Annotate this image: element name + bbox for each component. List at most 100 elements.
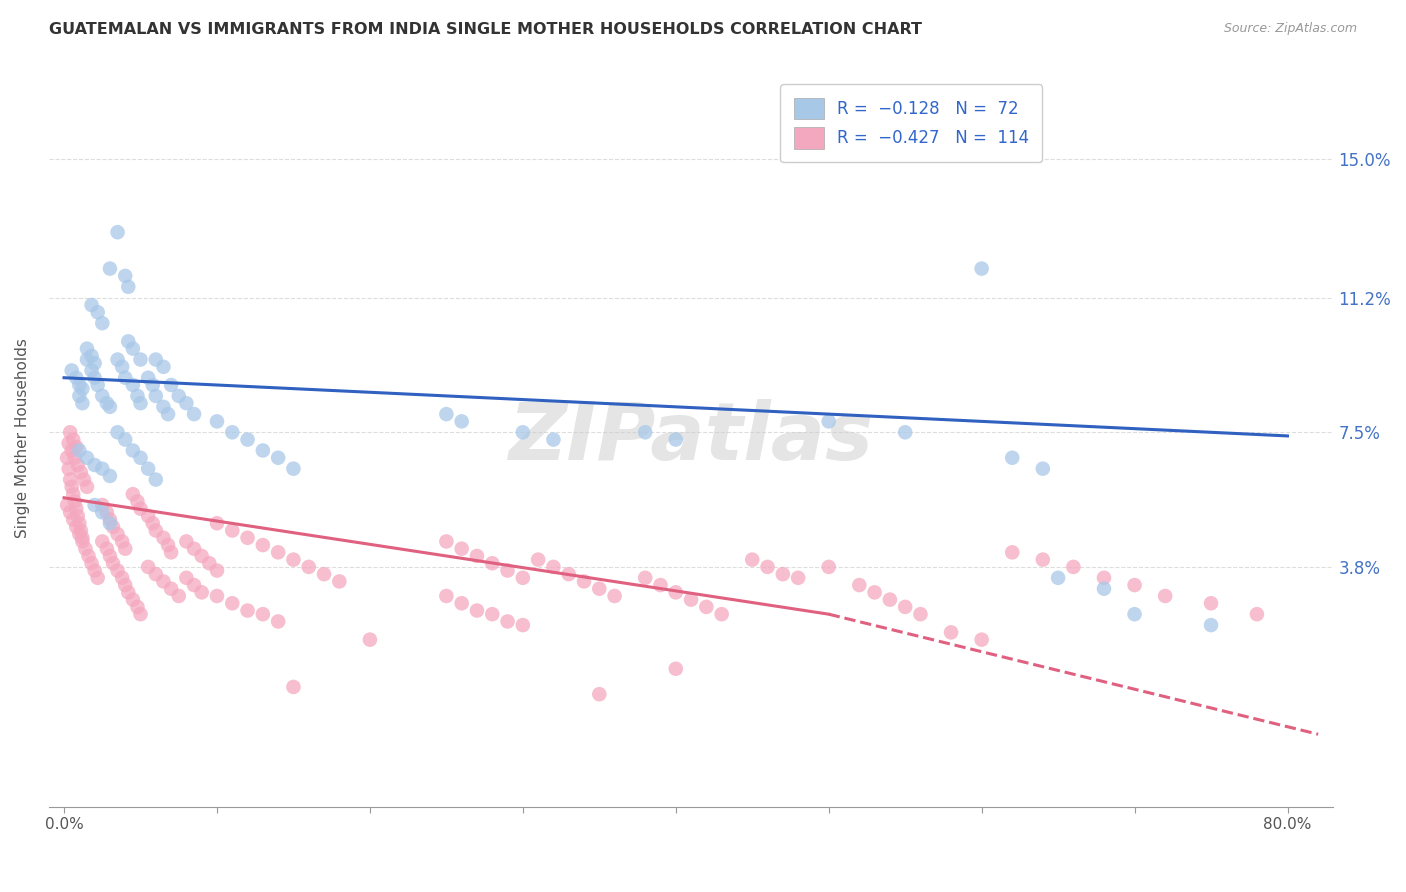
Point bbox=[76, 480, 98, 494]
Point bbox=[1001, 450, 1024, 465]
Point bbox=[83, 370, 105, 384]
Point bbox=[1047, 571, 1070, 585]
Point bbox=[198, 556, 221, 570]
Point bbox=[160, 378, 183, 392]
Point bbox=[136, 370, 159, 384]
Point bbox=[136, 461, 159, 475]
Point bbox=[114, 370, 136, 384]
Point bbox=[298, 560, 321, 574]
Point bbox=[152, 531, 174, 545]
Point bbox=[58, 461, 80, 475]
Point bbox=[252, 443, 274, 458]
Point bbox=[101, 520, 124, 534]
Point bbox=[450, 414, 472, 428]
Point bbox=[1032, 552, 1054, 566]
Point bbox=[434, 589, 457, 603]
Point bbox=[107, 352, 129, 367]
Point bbox=[496, 564, 519, 578]
Point bbox=[86, 305, 108, 319]
Point bbox=[434, 534, 457, 549]
Point bbox=[67, 378, 90, 392]
Point bbox=[152, 400, 174, 414]
Point bbox=[160, 545, 183, 559]
Point bbox=[56, 450, 79, 465]
Point bbox=[101, 556, 124, 570]
Point bbox=[65, 440, 87, 454]
Point bbox=[496, 615, 519, 629]
Point bbox=[970, 261, 993, 276]
Point bbox=[145, 473, 167, 487]
Point bbox=[60, 480, 83, 494]
Point bbox=[741, 552, 763, 566]
Point bbox=[1154, 589, 1177, 603]
Point bbox=[77, 549, 100, 563]
Point bbox=[111, 359, 134, 374]
Point bbox=[152, 359, 174, 374]
Point bbox=[73, 473, 96, 487]
Point bbox=[543, 433, 565, 447]
Point bbox=[91, 461, 114, 475]
Point bbox=[205, 516, 228, 531]
Point bbox=[221, 596, 243, 610]
Point bbox=[76, 450, 98, 465]
Point bbox=[267, 545, 290, 559]
Point bbox=[70, 524, 93, 538]
Point bbox=[283, 680, 305, 694]
Text: ZIPatlas: ZIPatlas bbox=[509, 399, 873, 476]
Point bbox=[129, 396, 152, 410]
Point bbox=[66, 508, 89, 523]
Point bbox=[114, 268, 136, 283]
Point bbox=[91, 534, 114, 549]
Point bbox=[176, 571, 198, 585]
Point bbox=[152, 574, 174, 589]
Point bbox=[145, 352, 167, 367]
Point bbox=[67, 527, 90, 541]
Point bbox=[59, 425, 82, 440]
Point bbox=[665, 662, 688, 676]
Point bbox=[96, 541, 118, 556]
Point bbox=[114, 578, 136, 592]
Point bbox=[136, 508, 159, 523]
Point bbox=[434, 407, 457, 421]
Point bbox=[848, 578, 870, 592]
Point bbox=[72, 534, 94, 549]
Point bbox=[910, 607, 932, 622]
Point bbox=[91, 505, 114, 519]
Point bbox=[157, 538, 180, 552]
Point bbox=[1246, 607, 1268, 622]
Point bbox=[205, 589, 228, 603]
Point bbox=[107, 527, 129, 541]
Point bbox=[80, 298, 103, 312]
Point bbox=[1062, 560, 1084, 574]
Point bbox=[588, 582, 610, 596]
Point bbox=[129, 352, 152, 367]
Point bbox=[167, 589, 190, 603]
Point bbox=[91, 498, 114, 512]
Point bbox=[83, 498, 105, 512]
Point bbox=[83, 564, 105, 578]
Point bbox=[117, 334, 139, 349]
Legend: R =  −0.128   N =  72, R =  −0.427   N =  114: R = −0.128 N = 72, R = −0.427 N = 114 bbox=[780, 84, 1042, 162]
Point bbox=[543, 560, 565, 574]
Point bbox=[1092, 571, 1115, 585]
Point bbox=[145, 389, 167, 403]
Point bbox=[127, 599, 149, 614]
Point bbox=[756, 560, 779, 574]
Point bbox=[129, 607, 152, 622]
Point bbox=[710, 607, 733, 622]
Point bbox=[183, 407, 205, 421]
Point bbox=[58, 436, 80, 450]
Point bbox=[572, 574, 595, 589]
Point bbox=[695, 599, 717, 614]
Point bbox=[236, 603, 259, 617]
Point bbox=[465, 549, 488, 563]
Point bbox=[62, 513, 84, 527]
Point bbox=[121, 342, 143, 356]
Point bbox=[176, 396, 198, 410]
Point bbox=[121, 592, 143, 607]
Point bbox=[65, 520, 87, 534]
Point bbox=[183, 541, 205, 556]
Point bbox=[75, 541, 97, 556]
Point bbox=[62, 433, 84, 447]
Point bbox=[111, 534, 134, 549]
